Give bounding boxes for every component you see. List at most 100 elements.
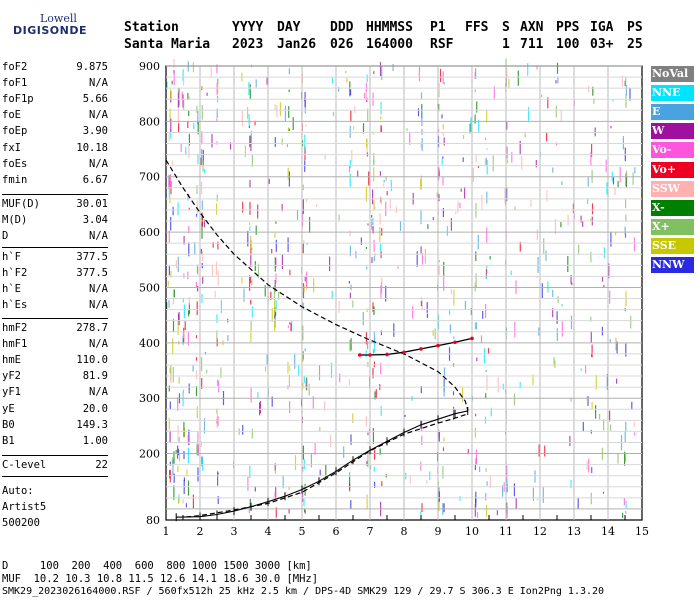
- f2-trace-point: [453, 340, 457, 345]
- param-row-hmf2: hmF2 278.7: [2, 322, 108, 338]
- legend-item-w: W: [651, 123, 694, 140]
- param-row-fxi: fxI 10.18: [2, 142, 108, 158]
- f2-trace-point: [436, 343, 440, 348]
- param-value: 1.00: [82, 434, 108, 447]
- legend-item-x-: X-: [651, 199, 694, 216]
- header-value-6: 1: [502, 37, 510, 52]
- x-tick-label: 5: [299, 525, 306, 538]
- param-value: N/A: [89, 386, 108, 399]
- f2-trace-point: [358, 353, 362, 357]
- y-tick-label: 600: [139, 226, 160, 239]
- param-name: M(D): [2, 214, 28, 227]
- x-tick-label: 11: [499, 525, 513, 538]
- legend-item-x-: X+: [651, 218, 694, 235]
- y-tick-label: 800: [139, 115, 160, 128]
- legend-item-noval: NoVal: [651, 66, 694, 82]
- param-value: N/A: [89, 77, 108, 90]
- param-name: h`F2: [2, 267, 28, 280]
- header-col-9: PPS: [556, 20, 580, 35]
- param-value: 377.5: [76, 251, 108, 263]
- auto-scaling-line-2: 500200: [2, 517, 40, 529]
- footer-file-line: SMK29_2023026164000.RSF / 560fx512h 25 k…: [2, 586, 605, 597]
- virtual-height-trace: [176, 410, 468, 518]
- param-name: foF1: [2, 77, 28, 90]
- param-value: N/A: [89, 283, 108, 296]
- param-value: 3.90: [82, 125, 108, 138]
- param-name: foE: [2, 109, 21, 122]
- param-value: N/A: [89, 299, 108, 312]
- param-row-hmf1: hmF1 N/A: [2, 338, 108, 354]
- param-name: yE: [2, 402, 15, 415]
- header-value-10: 25: [627, 37, 643, 52]
- param-value: 110.0: [76, 354, 108, 367]
- param-name: hmF1: [2, 338, 28, 351]
- f2-trace-point: [402, 350, 406, 355]
- param-value: 5.66: [82, 93, 108, 106]
- profile-dashed-line: [165, 159, 469, 518]
- param-value: N/A: [89, 109, 108, 122]
- param-name: yF2: [2, 370, 21, 383]
- legend-item-nne: NNE: [651, 85, 694, 102]
- y-tick-label: 500: [139, 281, 160, 294]
- param-name: foF2: [2, 61, 28, 73]
- y-tick-label: 700: [139, 171, 160, 184]
- header-col-2: DAY: [277, 20, 301, 35]
- x-tick-label: 12: [533, 525, 547, 538]
- param-value: N/A: [89, 230, 108, 243]
- param-row-yf2: yF2 81.9: [2, 370, 108, 386]
- param-row-b0: B0 149.3: [2, 419, 108, 435]
- param-row-fof1p: foF1p 5.66: [2, 93, 108, 109]
- x-tick-label: 8: [401, 525, 408, 538]
- param-value: 10.18: [76, 141, 108, 154]
- header-value-7: 711: [520, 37, 544, 52]
- y-tick-label: 300: [139, 392, 160, 405]
- header-col-11: PS: [627, 20, 643, 35]
- param-value: 278.7: [76, 322, 108, 334]
- param-name: hmE: [2, 354, 21, 367]
- header-col-3: DDD: [330, 20, 354, 35]
- param-name: foF1p: [2, 93, 34, 106]
- f2-trace: [359, 337, 473, 356]
- header-value-1: 2023: [232, 37, 264, 52]
- param-row-foe: foE N/A: [2, 109, 108, 125]
- legend-item-e: E: [651, 104, 694, 121]
- x-tick-label: 4: [265, 525, 272, 538]
- footer-muf-line: MUF 10.2 10.3 10.8 11.5 12.6 14.1 18.6 3…: [2, 573, 319, 585]
- param-row-hf2: h`F2 377.5: [2, 267, 108, 283]
- header-col-0: Station: [124, 20, 179, 35]
- header-col-5: P1: [430, 20, 446, 35]
- param-value: 81.9: [82, 370, 108, 383]
- legend-item-nnw: NNW: [651, 257, 694, 273]
- param-row-md: M(D) 3.04: [2, 214, 108, 230]
- param-row-fof1: foF1 N/A: [2, 77, 108, 93]
- param-separator: [2, 455, 108, 456]
- x-tick-label: 13: [567, 525, 581, 538]
- legend-item-sse: SSE: [651, 237, 694, 254]
- param-row-hf: h`F 377.5: [2, 251, 108, 267]
- param-name: h`Es: [2, 299, 28, 312]
- param-name: yF1: [2, 386, 21, 399]
- header-col-4: HHMMSS: [366, 20, 413, 35]
- param-name: B0: [2, 418, 15, 431]
- x-tick-label: 7: [367, 525, 374, 538]
- param-separator: [2, 476, 108, 477]
- param-value: N/A: [89, 338, 108, 351]
- y-tick-label: 400: [139, 337, 160, 350]
- x-tick-label: 2: [197, 525, 204, 538]
- param-value: 9.875: [76, 61, 108, 73]
- header-value-8: 100: [556, 37, 580, 52]
- header-value-0: Santa Maria: [124, 37, 211, 52]
- param-row-he: h`E N/A: [2, 283, 108, 299]
- header-col-6: FFS: [465, 20, 489, 35]
- chart-grid: [165, 65, 643, 521]
- param-value: 22: [95, 459, 108, 471]
- param-value: 20.0: [82, 402, 108, 415]
- param-value: 6.67: [82, 173, 108, 186]
- param-name: MUF(D): [2, 198, 40, 210]
- y-tick-label: 80: [146, 514, 160, 527]
- param-name: fxI: [2, 141, 21, 154]
- param-separator: [2, 318, 108, 319]
- param-name: foEp: [2, 125, 28, 138]
- y-tick-label: 900: [139, 60, 160, 73]
